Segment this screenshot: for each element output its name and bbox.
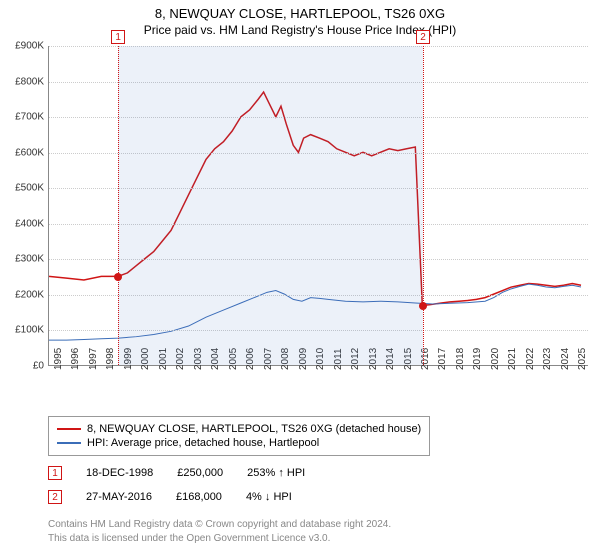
legend-row: HPI: Average price, detached house, Hart…: [57, 437, 421, 449]
x-axis-label: 2024: [560, 348, 571, 370]
legend-swatch-property: [57, 428, 81, 430]
x-axis-label: 2020: [490, 348, 501, 370]
x-axis-label: 2023: [542, 348, 553, 370]
transaction-price: £250,000: [177, 467, 223, 479]
x-axis-label: 1996: [70, 348, 81, 370]
transaction-delta: 253% ↑ HPI: [247, 467, 305, 479]
transaction-row: 2 27-MAY-2016 £168,000 4% ↓ HPI: [48, 490, 292, 504]
y-axis-label: £800K: [15, 76, 44, 87]
y-axis-label: £900K: [15, 41, 44, 52]
marker-box: 1: [111, 30, 125, 44]
x-axis-label: 2022: [525, 348, 536, 370]
marker-box: 2: [416, 30, 430, 44]
x-axis-label: 2018: [455, 348, 466, 370]
ownership-shade: [118, 46, 423, 365]
legend-swatch-hpi: [57, 442, 81, 444]
legend-label-property: 8, NEWQUAY CLOSE, HARTLEPOOL, TS26 0XG (…: [87, 423, 421, 435]
transaction-delta: 4% ↓ HPI: [246, 491, 292, 503]
y-axis-label: £500K: [15, 183, 44, 194]
transaction-date: 27-MAY-2016: [86, 491, 152, 503]
chart-container: 8, NEWQUAY CLOSE, HARTLEPOOL, TS26 0XG P…: [0, 0, 600, 560]
x-axis-label: 1997: [88, 348, 99, 370]
y-axis-label: £200K: [15, 289, 44, 300]
y-axis-label: £300K: [15, 254, 44, 265]
marker-vline: [118, 46, 119, 365]
transaction-row: 1 18-DEC-1998 £250,000 253% ↑ HPI: [48, 466, 305, 480]
chart-subtitle: Price paid vs. HM Land Registry's House …: [0, 21, 600, 41]
chart-plot-area: £0£100K£200K£300K£400K£500K£600K£700K£80…: [48, 46, 588, 366]
x-axis-label: 2019: [472, 348, 483, 370]
sale-dot: [419, 302, 427, 310]
legend-label-hpi: HPI: Average price, detached house, Hart…: [87, 437, 319, 449]
chart-title: 8, NEWQUAY CLOSE, HARTLEPOOL, TS26 0XG: [0, 0, 600, 21]
legend-box: 8, NEWQUAY CLOSE, HARTLEPOOL, TS26 0XG (…: [48, 416, 430, 456]
transaction-price: £168,000: [176, 491, 222, 503]
legend-row: 8, NEWQUAY CLOSE, HARTLEPOOL, TS26 0XG (…: [57, 423, 421, 435]
footnote-line: This data is licensed under the Open Gov…: [48, 532, 330, 545]
sale-dot: [114, 273, 122, 281]
y-axis-label: £100K: [15, 325, 44, 336]
x-axis-label: 2017: [437, 348, 448, 370]
y-axis-label: £400K: [15, 218, 44, 229]
y-axis-label: £0: [33, 361, 44, 372]
transaction-marker-2: 2: [48, 490, 62, 504]
x-axis-label: 2025: [577, 348, 588, 370]
x-axis-label: 1998: [105, 348, 116, 370]
marker-vline: [423, 46, 424, 365]
transaction-marker-1: 1: [48, 466, 62, 480]
x-axis-label: 1995: [53, 348, 64, 370]
x-axis-label: 2021: [507, 348, 518, 370]
y-axis-label: £700K: [15, 112, 44, 123]
footnote-line: Contains HM Land Registry data © Crown c…: [48, 518, 391, 531]
transaction-date: 18-DEC-1998: [86, 467, 153, 479]
y-axis-label: £600K: [15, 147, 44, 158]
